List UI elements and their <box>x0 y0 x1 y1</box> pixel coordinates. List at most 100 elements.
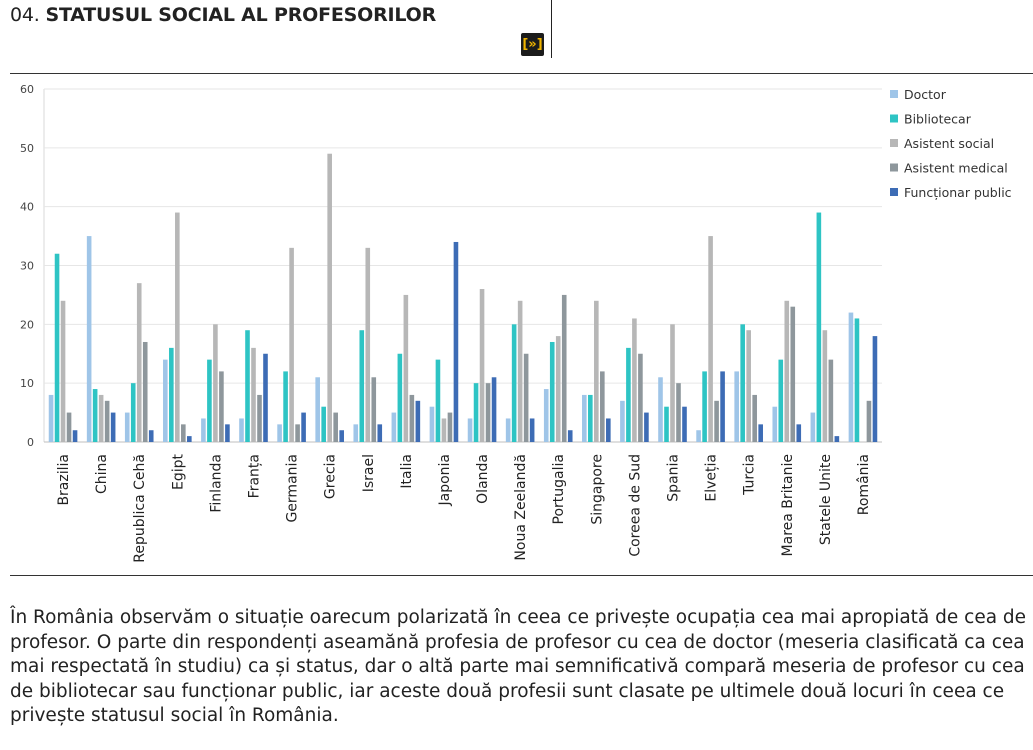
bar <box>239 418 244 442</box>
bar <box>702 371 707 442</box>
x-tick-label: Franța <box>247 454 263 498</box>
x-tick-label: Marea Britanie <box>780 454 796 556</box>
x-tick-label: Statele Unite <box>818 454 834 545</box>
bar <box>620 400 625 442</box>
bar <box>213 324 218 442</box>
bar <box>60 300 66 442</box>
x-tick-label: Republica Cehă <box>132 454 148 563</box>
bar <box>746 330 751 442</box>
bar <box>511 324 517 442</box>
bar <box>415 400 421 442</box>
bar <box>124 412 130 442</box>
bar <box>54 253 60 442</box>
bar <box>163 359 168 442</box>
x-tick-label: Olanda <box>475 454 491 504</box>
bar <box>523 353 529 442</box>
y-tick-label: 50 <box>20 142 34 155</box>
bar <box>219 371 224 442</box>
bar <box>696 430 701 442</box>
bar <box>714 400 719 442</box>
bar <box>582 394 587 442</box>
bar <box>790 306 796 442</box>
legend-label: Funcționar public <box>904 185 1012 200</box>
bar <box>816 212 822 442</box>
bar <box>505 418 511 442</box>
vertical-divider <box>551 0 552 58</box>
bar <box>175 212 180 442</box>
section-title: STATUSUL SOCIAL AL PROFESORILOR <box>45 4 437 26</box>
legend-label: Asistent medical <box>904 161 1008 176</box>
bar <box>225 424 230 442</box>
bar <box>435 359 441 442</box>
bar <box>626 347 631 442</box>
bar <box>257 394 262 442</box>
bar <box>658 377 663 442</box>
bar <box>277 424 282 442</box>
bar <box>772 406 778 442</box>
bar <box>130 383 136 442</box>
legend-swatch <box>890 90 898 98</box>
x-tick-label: Spania <box>666 454 682 502</box>
bar <box>778 359 784 442</box>
legend-label: Asistent social <box>904 136 994 151</box>
bar <box>872 336 878 442</box>
x-tick-label: Singapore <box>589 454 605 525</box>
bar <box>758 424 763 442</box>
bar <box>567 430 573 442</box>
bar <box>854 318 860 442</box>
bar <box>207 359 212 442</box>
bar <box>543 389 549 442</box>
bar <box>810 412 816 442</box>
bar <box>333 412 338 442</box>
bar <box>453 241 459 442</box>
bar <box>549 341 555 442</box>
legend-swatch <box>890 163 898 172</box>
bar <box>397 353 403 442</box>
bar <box>485 383 491 442</box>
top-divider <box>10 73 1033 74</box>
bar <box>251 347 256 442</box>
x-tick-label: China <box>94 454 110 494</box>
x-tick-label: Turcia <box>742 454 758 496</box>
bar <box>263 353 268 442</box>
bar <box>491 377 497 442</box>
bar <box>441 418 447 442</box>
bar <box>201 418 206 442</box>
bar <box>181 424 186 442</box>
bar <box>606 418 611 442</box>
x-tick-label: Portugalia <box>551 454 567 524</box>
section-heading: 04. STATUSUL SOCIAL AL PROFESORILOR <box>10 4 436 26</box>
bar <box>339 430 344 442</box>
bar <box>752 394 757 442</box>
x-tick-label: Coreea de Sud <box>627 454 643 557</box>
bar <box>828 359 834 442</box>
bar <box>848 312 854 442</box>
bar <box>403 294 409 442</box>
bar <box>676 383 681 442</box>
bar <box>142 341 148 442</box>
bottom-divider <box>10 575 1033 576</box>
bar <box>588 394 593 442</box>
y-tick-label: 10 <box>20 377 34 390</box>
x-tick-label: Finlanda <box>208 454 224 513</box>
bar <box>136 283 142 442</box>
bar <box>529 418 535 442</box>
y-tick-label: 30 <box>20 260 34 273</box>
bar <box>86 236 92 442</box>
bar <box>866 400 872 442</box>
bar <box>371 377 377 442</box>
y-tick-label: 60 <box>20 83 34 96</box>
bar <box>467 418 473 442</box>
bar <box>327 153 332 442</box>
bar <box>148 430 154 442</box>
bar <box>517 300 523 442</box>
bar <box>664 406 669 442</box>
bar <box>48 394 54 442</box>
bar <box>377 424 383 442</box>
description-paragraph: În România observăm o situație oarecum p… <box>10 607 1027 726</box>
bar <box>670 324 675 442</box>
bar <box>110 412 116 442</box>
bar <box>720 371 725 442</box>
expand-button[interactable]: [»] <box>521 33 544 56</box>
bar <box>555 336 561 442</box>
